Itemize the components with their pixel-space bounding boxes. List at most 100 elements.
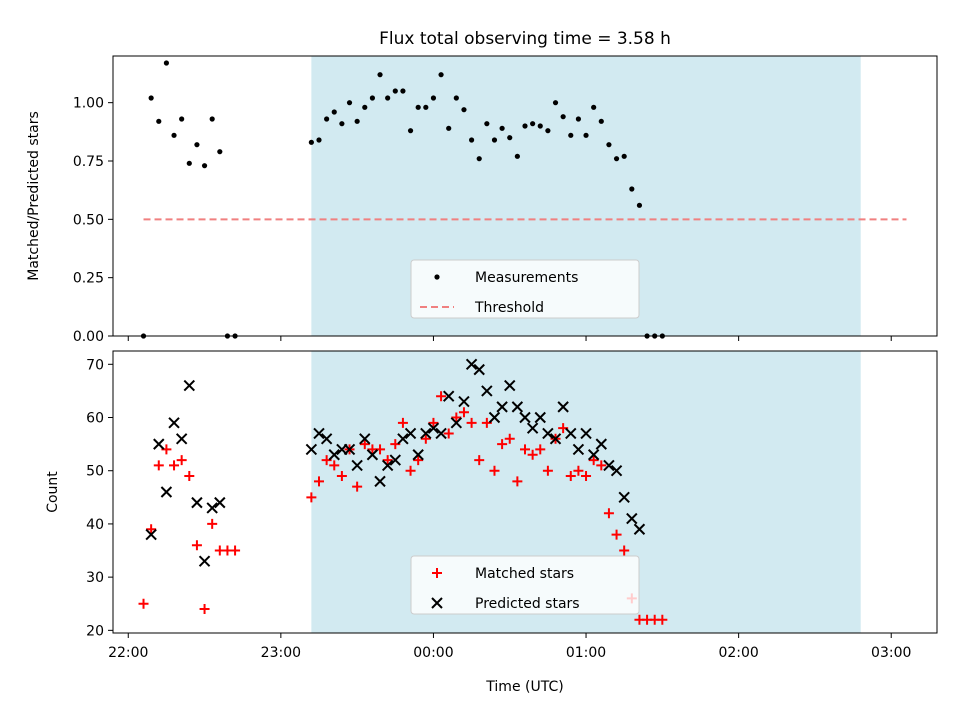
data-point [183,379,196,392]
data-point [163,60,170,66]
data-point [583,132,589,138]
data-point [331,109,337,115]
data-point [442,390,455,402]
data-point [446,125,452,131]
legend: Matched stars Predicted stars [410,555,640,615]
data-point [420,427,432,440]
data-point [385,95,391,101]
data-point [201,163,208,169]
legend: Measurements Threshold [410,259,640,319]
data-point [633,523,646,535]
data-point [366,449,379,461]
legend-box [410,555,640,615]
data-point [596,460,607,471]
data-point [171,132,177,138]
y-axis-label: Count [45,471,61,513]
data-point [657,614,668,625]
chart-title: Flux total observing time = 3.58 h [379,29,671,49]
legend-label: Threshold [474,300,544,316]
data-point [176,455,187,466]
y-tick-label: 0.75 [73,154,104,170]
data-point [451,412,462,423]
data-point [458,395,470,408]
data-point [557,401,569,413]
y-tick-label: 1.00 [73,96,104,112]
data-point [606,142,612,148]
data-point [184,471,195,482]
y-tick-label: 70 [86,357,104,373]
data-point [626,512,638,525]
data-point [468,137,475,143]
data-point [329,460,340,471]
x-tick-label: 01:00 [566,645,606,661]
data-point [476,156,482,162]
data-point [374,475,386,488]
x-tick-label: 03:00 [871,645,911,661]
data-point [636,202,643,208]
y-tick-label: 0.25 [73,271,104,287]
data-point [507,135,513,141]
data-point [530,121,536,127]
data-point [153,460,164,471]
data-point [179,116,185,122]
data-point [629,186,635,192]
data-point [511,401,524,413]
data-point [537,123,543,129]
data-point [527,449,538,460]
x-tick-label: 02:00 [718,645,758,661]
data-point [336,471,347,482]
data-point [522,123,528,129]
data-point [397,417,408,428]
data-point [400,88,406,94]
data-point [603,459,615,472]
data-point [377,72,383,78]
data-point [381,459,394,472]
data-point [514,153,520,159]
x-axis-label: Time (UTC) [485,679,563,695]
series-predicted-stars [145,358,646,567]
data-point [306,492,317,503]
data-point [207,518,218,529]
data-point [328,449,340,461]
data-point [413,455,424,466]
data-point [591,104,597,110]
data-point [542,465,553,476]
data-point [415,104,421,110]
bottom-panel: 20 30 40 50 60 70 22:00 23:00 00:00 01:00 02:00 03:… [45,350,938,695]
data-point [466,417,477,428]
data-point [481,385,493,397]
data-point [230,545,241,556]
data-point [581,471,592,482]
data-point [489,465,500,476]
y-tick-label: 0.00 [73,329,104,345]
data-point [217,149,223,155]
data-point [199,604,210,615]
top-panel: 0.00 0.25 0.50 0.75 1.00 Flux total observing… [26,29,938,345]
data-point [316,137,322,143]
data-point [324,116,330,122]
data-point [496,401,508,413]
data-point [160,486,173,498]
data-point [488,411,501,424]
data-point [209,116,215,122]
data-point [392,88,398,94]
data-point [443,428,454,439]
data-point [621,153,627,159]
data-point [491,137,498,143]
data-point [206,502,218,514]
data-point [420,433,431,444]
plot-frame [112,350,938,634]
data-point [484,121,490,127]
series-measurements [140,60,665,339]
data-point [194,142,200,148]
data-point [580,427,592,440]
data-point [412,449,424,461]
data-point [598,118,604,124]
plot-frame [112,55,938,337]
data-point [587,449,600,461]
data-point [214,496,226,509]
x-tick-label: 22:00 [108,645,148,661]
data-point [588,455,599,466]
data-point [191,540,202,551]
